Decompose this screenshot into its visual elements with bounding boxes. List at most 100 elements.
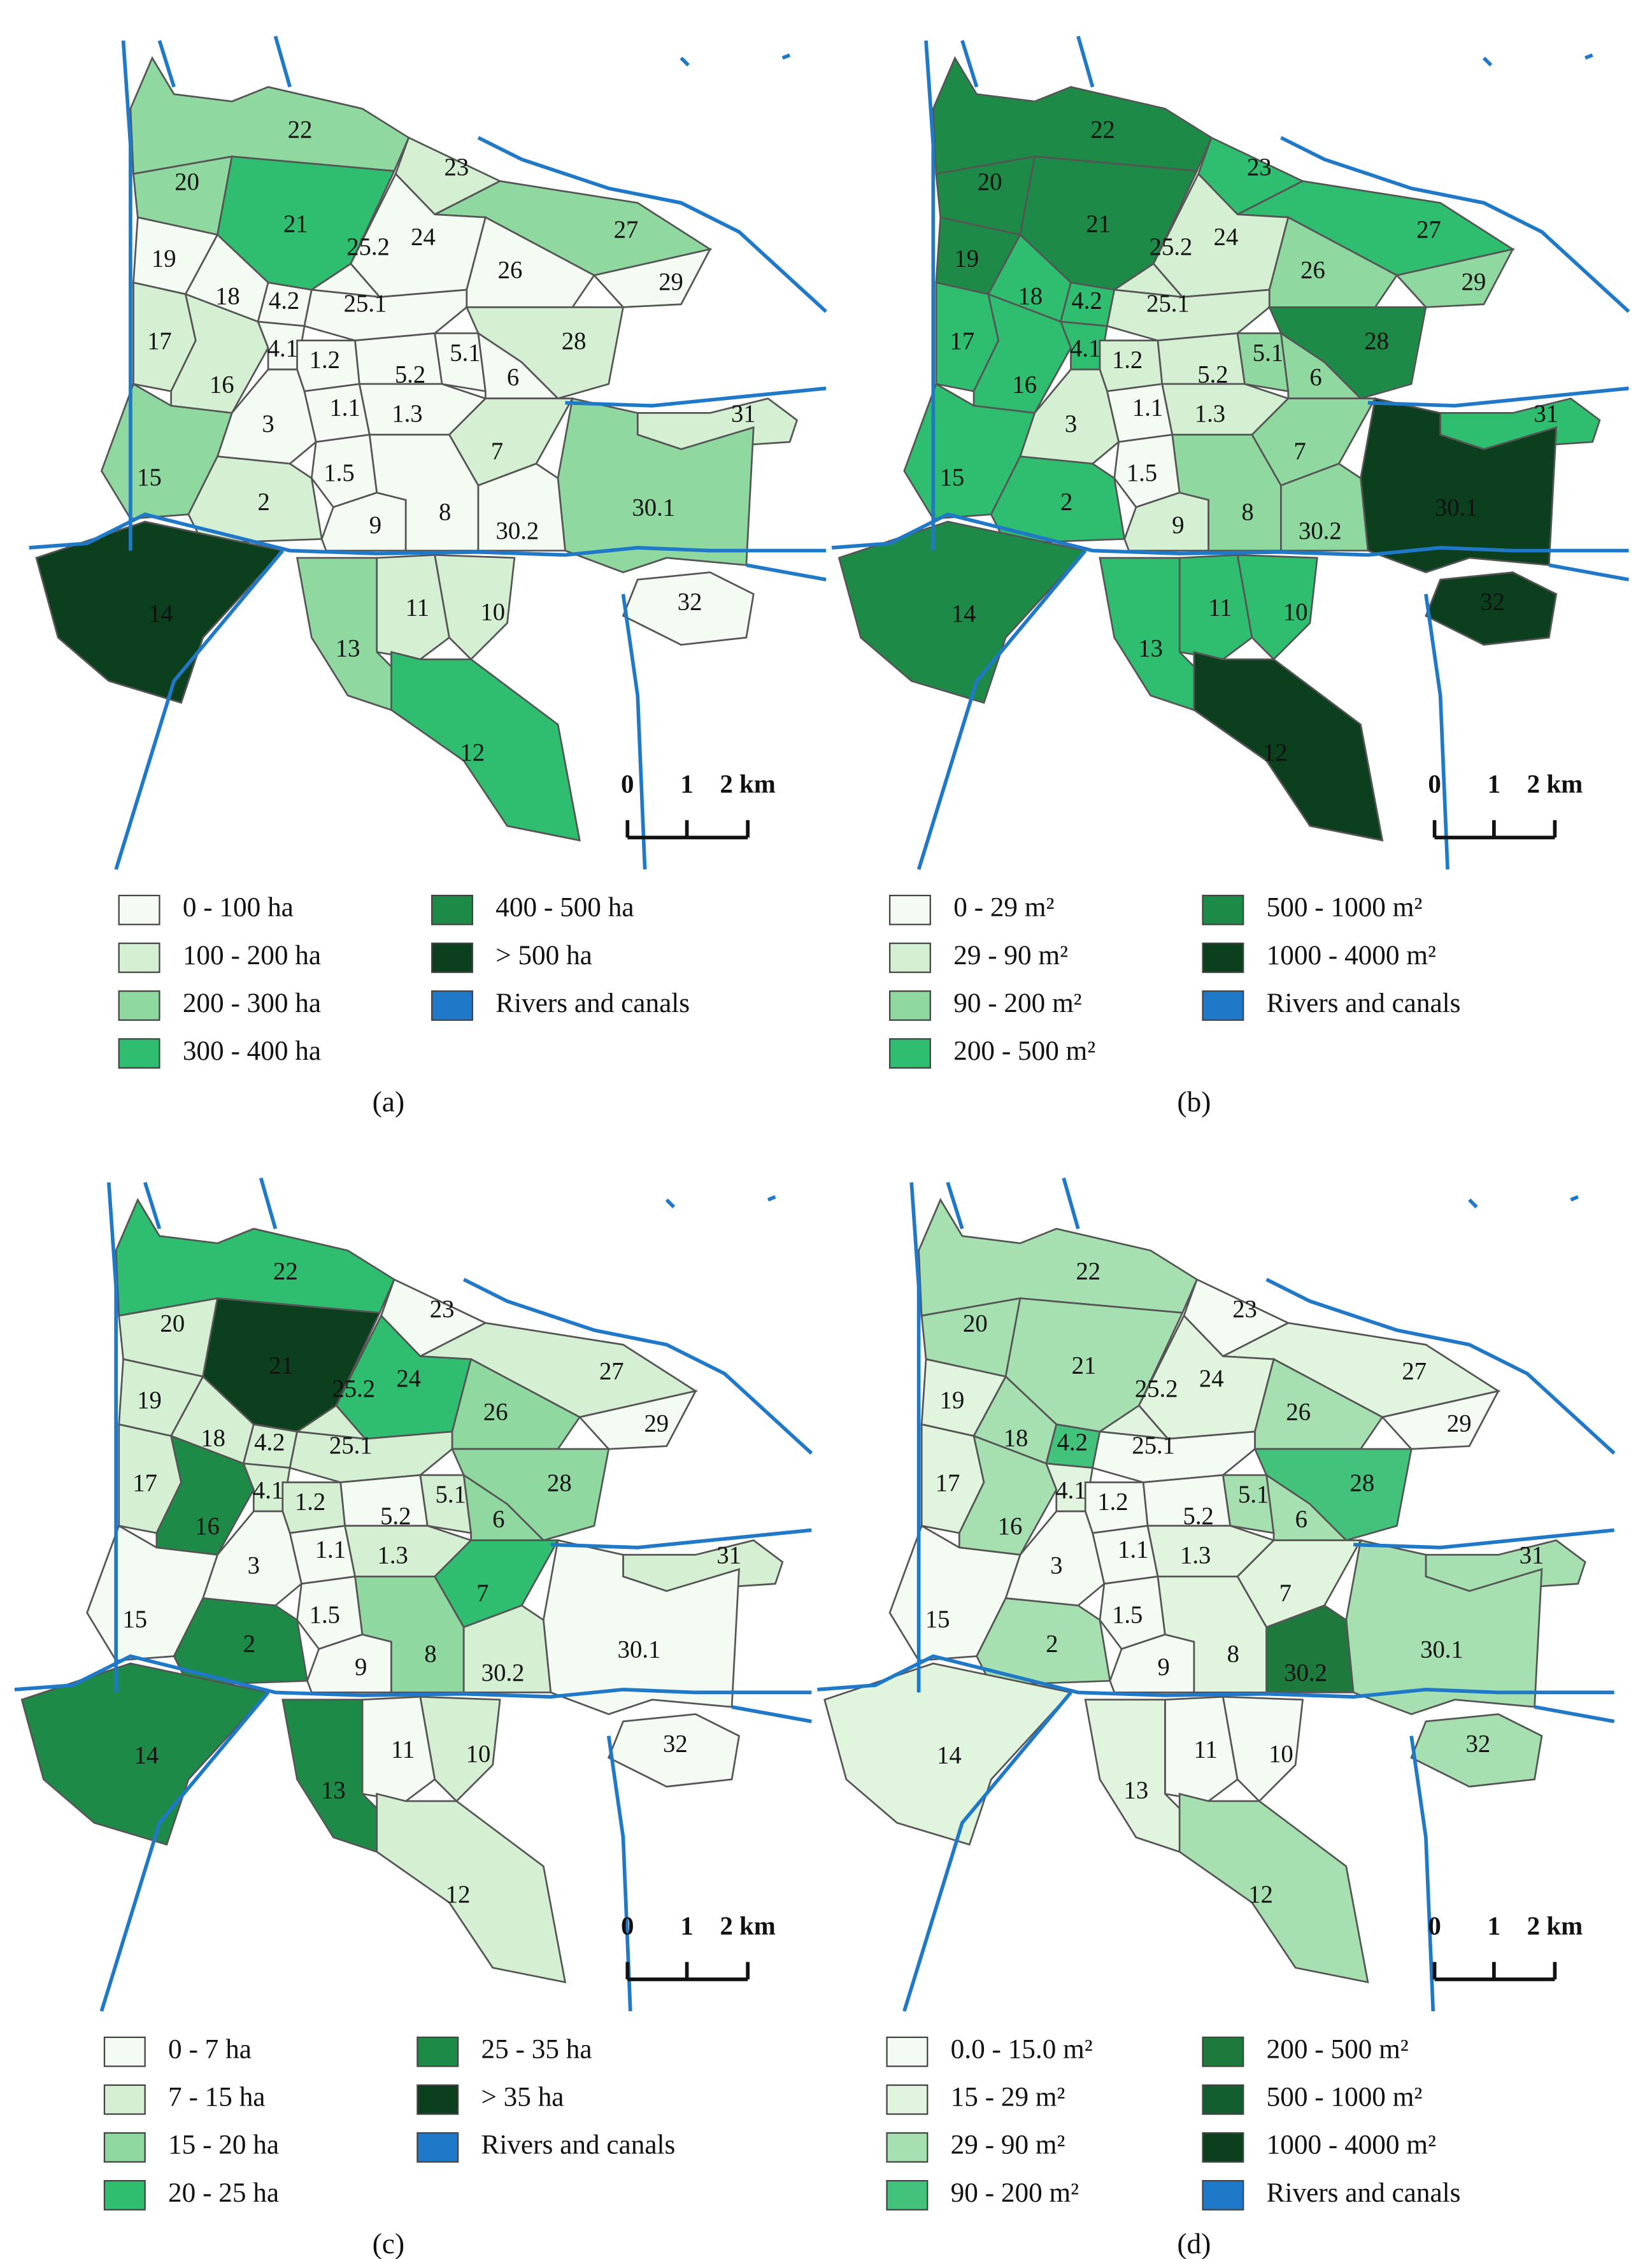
district-label: 17 [132,1470,157,1497]
district [288,1430,453,1483]
district-label: 23 [1232,1296,1257,1323]
district [1381,1390,1500,1450]
legend-swatch [431,943,473,973]
district-label: 20 [963,1311,988,1337]
district-label: 27 [1416,217,1441,243]
district [419,1695,501,1802]
legend-swatch [886,2132,929,2163]
caption: (d) [1177,2227,1211,2259]
district-label: 25.1 [1146,290,1190,317]
district-label: 1.2 [1112,347,1143,374]
district-label: 29 [1462,269,1486,296]
district-label: 26 [1300,257,1325,284]
legend-swatch [888,894,931,925]
district [578,1390,697,1450]
legend-swatch [888,990,931,1021]
district-label: 19 [940,1387,965,1414]
river [121,40,132,551]
district-label: 5.1 [1253,339,1283,366]
district-label: 30.2 [1284,1660,1327,1686]
river [1534,1705,1615,1723]
district [462,1604,552,1693]
river [916,549,1087,870]
district-label: 1.5 [324,460,354,487]
scale-label: 2 km [1527,770,1583,799]
district-label: 11 [391,1737,415,1764]
legend-label: Rivers and canals [481,2130,676,2160]
district-label: 3 [1050,1553,1062,1579]
district-label: 25.1 [1132,1432,1175,1459]
district [20,1662,270,1846]
district-label: 17 [936,1470,960,1497]
legend-label: 7 - 15 ha [168,2082,265,2113]
district-label: 31 [731,401,756,427]
district-label: 9 [355,1654,367,1681]
district-label: 1.1 [1132,395,1163,422]
district-label: 1.3 [378,1543,408,1569]
district-label: 16 [1012,371,1037,398]
river [817,1654,1614,1699]
river [902,1691,1072,2012]
legend-label: > 500 ha [495,940,592,971]
district [35,520,285,704]
district-label: 13 [1124,1777,1149,1804]
legend-label: 200 - 500 m² [1267,2034,1409,2065]
river [143,1181,162,1230]
river [1265,1278,1616,1455]
district-label: 12 [1263,739,1288,766]
legend-label: 500 - 1000 m² [1267,892,1423,923]
river [114,549,284,870]
district-label: 32 [663,1730,688,1757]
district-label: 5.2 [380,1503,411,1530]
district-label: 32 [1480,589,1505,616]
district-label: 1.5 [1127,460,1157,487]
district-label: 27 [599,1358,624,1385]
district-label: 23 [445,154,469,181]
district-label: 5.1 [436,1481,466,1508]
district-label: 18 [201,1425,225,1451]
district-label: 21 [283,211,308,238]
district-label: 11 [1208,595,1232,622]
district-label: 21 [1072,1353,1097,1379]
district-label: 15 [122,1606,147,1633]
district-label: 24 [396,1365,421,1392]
river [1076,36,1095,88]
legend-swatch [431,894,473,925]
legend-swatch [103,2036,146,2067]
district-label: 19 [954,245,979,272]
district-label: 1.3 [392,401,422,427]
river [565,386,827,408]
legend-label: 400 - 500 ha [495,892,634,923]
legend-swatch [417,2132,459,2163]
river [106,1182,118,1693]
legend-swatch [103,2084,146,2115]
legend-label: 0 - 7 ha [168,2034,252,2065]
district-label: 29 [644,1411,669,1437]
district-label: 22 [288,117,313,143]
district [1106,289,1271,342]
river [1570,1195,1579,1202]
district-label: 29 [659,269,683,296]
district-label: 9 [1157,1654,1169,1681]
caption: (a) [373,1085,404,1118]
river [1584,53,1593,60]
river [731,1705,812,1723]
legend-label: 29 - 90 m² [953,940,1068,971]
district-label: 1.5 [1112,1602,1143,1628]
district-label: 17 [147,328,172,355]
district-label: 11 [406,595,429,622]
district-label: 5.2 [1197,361,1228,388]
district-label: 30.1 [1420,1637,1463,1664]
river [680,56,690,67]
district-label: 19 [137,1387,162,1414]
district-label: 17 [950,328,975,355]
district-label: 11 [1193,1737,1217,1764]
district-label: 32 [678,589,702,616]
district-label: 2 [243,1630,255,1657]
legend-label: > 35 ha [481,2082,564,2113]
legend-swatch [886,2084,929,2115]
river [946,1181,964,1230]
river [1409,1735,1435,2012]
